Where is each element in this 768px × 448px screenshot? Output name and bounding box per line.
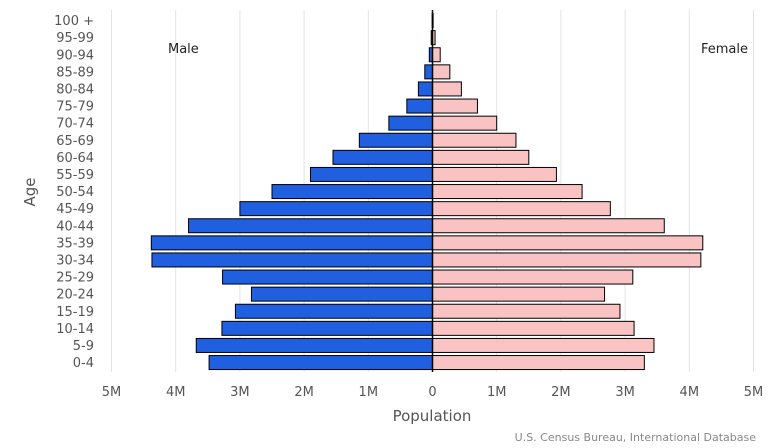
age-label: 95-99 — [56, 31, 94, 46]
age-label: 5-9 — [73, 339, 94, 354]
bar-male — [221, 320, 433, 336]
age-label: 70-74 — [56, 117, 94, 132]
bar-male — [406, 98, 434, 114]
age-label: 100 + — [54, 14, 94, 29]
age-label: 65-69 — [56, 134, 94, 149]
bar-female — [432, 47, 441, 63]
y-axis-title: Age — [21, 177, 39, 206]
age-label: 75-79 — [56, 100, 94, 115]
x-tick-label: 5M — [744, 385, 764, 400]
age-label: 60-64 — [56, 151, 94, 166]
x-tick-label: 3M — [615, 385, 635, 400]
age-label: 35-39 — [56, 236, 94, 251]
x-tick-label: 1M — [359, 385, 379, 400]
bar-female — [432, 337, 655, 353]
x-axis-ticks: 5M 4M 3M 2M 1M 0 1M 2M 3M 4M 5M — [102, 385, 764, 400]
age-label: 90-94 — [56, 48, 94, 63]
x-tick-label: 2M — [294, 385, 314, 400]
age-label: 20-24 — [56, 288, 94, 303]
x-tick-label: 1M — [487, 385, 507, 400]
bar-male — [188, 218, 433, 234]
bar-male — [250, 286, 433, 302]
age-label: 15-19 — [56, 305, 94, 320]
age-label: 80-84 — [56, 82, 94, 97]
bar-male — [388, 115, 433, 131]
bar-female — [432, 149, 530, 165]
x-tick-label: 4M — [680, 385, 700, 400]
age-label: 40-44 — [56, 219, 94, 234]
age-label: 0-4 — [73, 356, 94, 371]
age-label: 85-89 — [56, 65, 94, 80]
age-label: 10-14 — [56, 322, 94, 337]
age-label: 25-29 — [56, 271, 94, 286]
age-label: 45-49 — [56, 202, 94, 217]
bar-female — [432, 286, 606, 302]
bar-female — [432, 252, 702, 268]
bar-female — [432, 269, 634, 285]
bar-female — [432, 235, 704, 251]
bars — [150, 10, 704, 372]
bar-female — [432, 132, 517, 148]
x-tick-label: 2M — [551, 385, 571, 400]
bar-female — [432, 355, 645, 371]
x-tick-label: 4M — [166, 385, 186, 400]
male-label: Male — [168, 42, 199, 57]
bar-male — [222, 269, 433, 285]
bar-female — [432, 81, 462, 97]
bar-female — [432, 166, 557, 182]
bar-female — [432, 115, 498, 131]
bar-female — [432, 201, 611, 217]
bar-male — [424, 64, 433, 80]
age-label: 30-34 — [56, 253, 94, 268]
age-label: 55-59 — [56, 168, 94, 183]
bar-male — [195, 337, 433, 353]
bar-male — [151, 252, 433, 268]
bar-female — [432, 184, 583, 200]
x-axis-title: Population — [393, 407, 472, 425]
bar-female — [432, 320, 635, 336]
bar-male — [239, 201, 433, 217]
x-tick-label: 0 — [428, 385, 436, 400]
age-axis-labels: 100 + 95-99 90-94 85-89 80-84 75-79 70-74 65-69… — [54, 14, 94, 371]
bar-male — [332, 149, 433, 165]
bar-female — [432, 218, 665, 234]
bar-male — [234, 303, 433, 319]
bar-female — [432, 303, 621, 319]
bar-male — [310, 166, 433, 182]
female-label: Female — [701, 42, 748, 57]
age-label: 50-54 — [56, 185, 94, 200]
bar-male — [271, 184, 433, 200]
x-tick-label: 3M — [230, 385, 250, 400]
bar-male — [417, 81, 434, 97]
x-tick-label: 5M — [102, 385, 122, 400]
source-credit: U.S. Census Bureau, International Databa… — [515, 431, 757, 444]
bar-male — [150, 235, 434, 251]
bar-female — [432, 98, 478, 114]
bar-male — [208, 355, 433, 371]
bar-female — [432, 64, 451, 80]
bar-male — [358, 132, 434, 148]
